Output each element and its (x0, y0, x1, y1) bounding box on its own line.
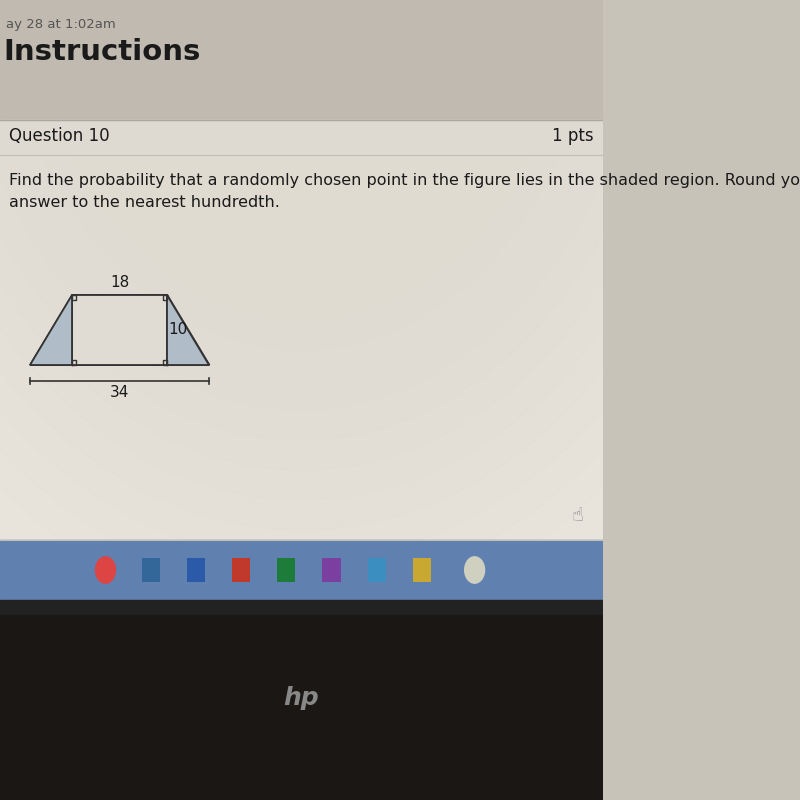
Text: ay 28 at 1:02am: ay 28 at 1:02am (6, 18, 116, 31)
Polygon shape (167, 295, 210, 365)
Bar (186, 558, 205, 582)
Text: Find the probability that a randomly chosen point in the figure lies in the shad: Find the probability that a randomly cho… (9, 173, 800, 210)
Bar (0, 615, 602, 800)
Text: Instructions: Instructions (4, 38, 201, 66)
Bar (142, 558, 160, 582)
Bar (367, 558, 386, 582)
Bar (0, 120, 602, 540)
Bar (0, 600, 602, 615)
Bar (0, 0, 602, 120)
Circle shape (465, 557, 485, 583)
Text: ☝: ☝ (572, 506, 584, 525)
Text: 1 pts: 1 pts (552, 127, 594, 145)
Polygon shape (30, 295, 72, 365)
Bar (413, 558, 431, 582)
Polygon shape (30, 295, 210, 365)
Text: hp: hp (283, 686, 319, 710)
Text: 34: 34 (110, 385, 130, 400)
Bar (232, 558, 250, 582)
Text: Question 10: Question 10 (9, 127, 110, 145)
Text: 18: 18 (110, 275, 130, 290)
Text: 10: 10 (169, 322, 188, 338)
Bar (0, 120, 602, 155)
Bar (322, 558, 341, 582)
Bar (277, 558, 295, 582)
Circle shape (95, 557, 115, 583)
Bar (72, 295, 167, 365)
Bar (0, 540, 602, 600)
